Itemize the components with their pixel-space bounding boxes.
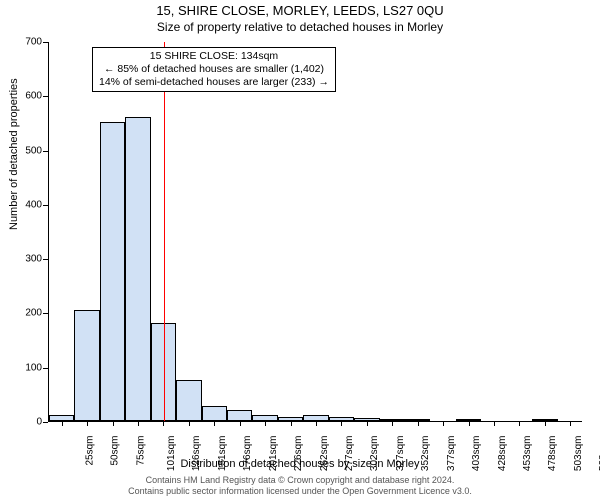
- histogram-bar: [202, 406, 227, 421]
- chart-container: 25sqm50sqm75sqm101sqm126sqm151sqm176sqm2…: [48, 42, 582, 422]
- histogram-bar: [176, 380, 201, 421]
- y-tick: [43, 151, 48, 152]
- x-tick: [443, 421, 444, 426]
- x-tick: [519, 421, 520, 426]
- page-subtitle: Size of property relative to detached ho…: [0, 20, 600, 36]
- y-tick: [43, 42, 48, 43]
- reference-marker-line: [164, 42, 165, 421]
- y-tick: [43, 259, 48, 260]
- x-tick: [62, 421, 63, 426]
- x-tick: [138, 421, 139, 426]
- y-tick-label: 600: [12, 91, 42, 102]
- x-tick: [87, 421, 88, 426]
- y-tick: [43, 96, 48, 97]
- x-tick: [392, 421, 393, 426]
- page-title: 15, SHIRE CLOSE, MORLEY, LEEDS, LS27 0QU: [0, 0, 600, 20]
- x-tick: [291, 421, 292, 426]
- y-tick-label: 500: [12, 145, 42, 156]
- histogram-bar: [74, 310, 99, 421]
- x-tick: [265, 421, 266, 426]
- annotation-line-2: ← 85% of detached houses are smaller (1,…: [99, 63, 329, 76]
- y-tick-label: 0: [12, 417, 42, 428]
- x-tick: [570, 421, 571, 426]
- y-tick: [43, 313, 48, 314]
- histogram-bar: [125, 117, 150, 421]
- footer-line-1: Contains HM Land Registry data © Crown c…: [0, 475, 600, 486]
- annotation-box: 15 SHIRE CLOSE: 134sqm← 85% of detached …: [92, 47, 336, 92]
- x-axis-label: Distribution of detached houses by size …: [0, 458, 600, 470]
- x-tick: [469, 421, 470, 426]
- y-tick: [43, 205, 48, 206]
- y-tick: [43, 422, 48, 423]
- y-tick-label: 100: [12, 362, 42, 373]
- y-tick-label: 300: [12, 254, 42, 265]
- x-tick: [189, 421, 190, 426]
- histogram-bar: [227, 410, 252, 421]
- plot-area: 25sqm50sqm75sqm101sqm126sqm151sqm176sqm2…: [48, 42, 582, 422]
- y-tick: [43, 368, 48, 369]
- x-tick: [494, 421, 495, 426]
- x-tick: [341, 421, 342, 426]
- y-tick-label: 700: [12, 37, 42, 48]
- x-tick: [113, 421, 114, 426]
- footer-attribution: Contains HM Land Registry data © Crown c…: [0, 475, 600, 497]
- x-tick: [316, 421, 317, 426]
- x-tick: [367, 421, 368, 426]
- histogram-bar: [100, 122, 125, 421]
- x-tick: [214, 421, 215, 426]
- y-tick-label: 400: [12, 199, 42, 210]
- footer-line-2: Contains public sector information licen…: [0, 486, 600, 497]
- x-tick: [545, 421, 546, 426]
- annotation-line-3: 14% of semi-detached houses are larger (…: [99, 76, 329, 89]
- annotation-line-1: 15 SHIRE CLOSE: 134sqm: [99, 50, 329, 63]
- x-tick: [240, 421, 241, 426]
- x-tick: [163, 421, 164, 426]
- y-tick-label: 200: [12, 308, 42, 319]
- x-tick: [418, 421, 419, 426]
